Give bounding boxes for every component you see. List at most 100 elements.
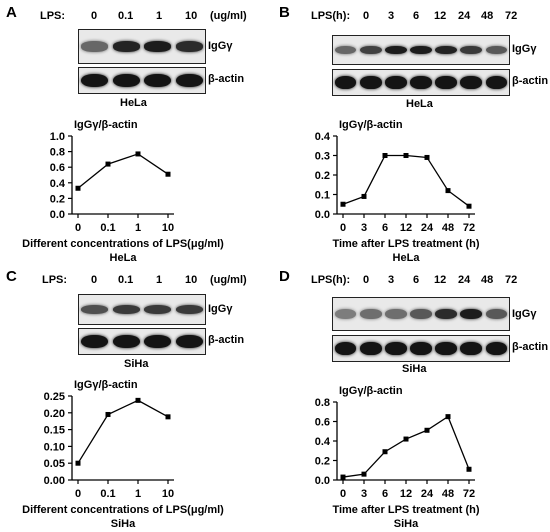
y-tick-label: 0.4	[315, 436, 331, 448]
lane-label: 1	[156, 10, 163, 22]
igg-band	[435, 308, 457, 320]
y-tick-label: 0.10	[44, 441, 65, 453]
x-tick-label: 0	[340, 488, 346, 500]
lane-label: 24	[458, 10, 471, 22]
y-tick-label: 0.00	[44, 475, 65, 487]
panel-a: A LPS: 0 0.1 1 10 (ug/ml) IgGγ β-actin H…	[0, 0, 275, 266]
data-point	[403, 153, 409, 158]
igg-band	[460, 308, 483, 320]
actin-band	[435, 75, 457, 90]
lane-title: LPS:	[42, 274, 68, 286]
panel-c: C LPS: 0 0.1 1 10 (ug/ml) IgGγ β-actin S…	[0, 266, 275, 532]
x-tick-label: 12	[400, 488, 412, 500]
igg-band	[485, 308, 508, 320]
actin-band	[485, 341, 508, 356]
y-tick-label: 0.2	[50, 193, 65, 205]
actin-label: β-actin	[208, 334, 245, 346]
lane-label: 10	[185, 274, 198, 286]
y-tick-label: 0.6	[315, 417, 330, 429]
cell-line-label: HeLa	[120, 97, 147, 109]
panel-b: B LPS(h): 0 3 6 12 24 48 72 IgGγ β-actin…	[275, 0, 550, 266]
actin-band	[410, 75, 432, 90]
igg-blot	[78, 29, 206, 64]
x-tick-label: 10	[162, 488, 174, 500]
actin-band	[81, 334, 109, 349]
igg-band	[112, 304, 140, 315]
igg-blot	[332, 297, 510, 331]
y-tick-label: 1.0	[50, 131, 65, 143]
x-axis-label: Different concentrations of LPS(μg/ml)	[22, 504, 224, 516]
x-tick-label: 12	[400, 222, 412, 234]
y-tick-label: 0.6	[50, 162, 65, 174]
igg-band	[175, 304, 203, 315]
x-tick-label: 0	[75, 488, 81, 500]
y-tick-label: 0.4	[315, 131, 331, 143]
x-tick-label: 1	[135, 488, 141, 500]
y-tick-label: 0.0	[315, 209, 330, 221]
chart-title: IgGγ/β-actin	[339, 385, 403, 397]
x-tick-label: 6	[382, 222, 388, 234]
data-point	[105, 161, 111, 167]
x-axis-label: Time after LPS treatment (h)	[332, 238, 479, 250]
actin-band	[175, 334, 203, 349]
actin-label: β-actin	[512, 75, 549, 87]
igg-band	[144, 304, 172, 315]
actin-band	[460, 75, 483, 90]
ratio-chart: IgGγ/β-actin 0.0 0.2 0.4 0.6 0.8 1.0 0 0.1 1 10 Dif…	[22, 119, 224, 264]
data-point	[75, 460, 81, 466]
chart-title: IgGγ/β-actin	[74, 379, 138, 391]
lane-label: 0.1	[118, 274, 134, 286]
x-tick-label: 72	[463, 222, 475, 234]
lane-label: 0	[91, 274, 98, 286]
panel-letter: C	[6, 268, 17, 285]
data-point	[340, 201, 346, 207]
lane-label: 12	[434, 274, 447, 286]
cell-line-label: SiHa	[124, 358, 149, 370]
actin-band	[359, 75, 382, 90]
x-tick-label: 3	[361, 488, 367, 500]
x-tick-label: 72	[463, 488, 475, 500]
igg-band	[144, 41, 172, 52]
ratio-chart: IgGγ/β-actin 0.00 0.05 0.10 0.15 0.20 0.25 0 0.1…	[22, 379, 224, 530]
x-tick-label: 48	[442, 488, 454, 500]
x-tick-label: 24	[421, 222, 434, 234]
data-point	[105, 411, 111, 417]
y-tick-label: 0.8	[50, 147, 65, 159]
cell-line-caption: SiHa	[111, 518, 136, 530]
actin-band	[334, 341, 357, 356]
y-tick-label: 0.20	[44, 408, 65, 420]
lane-label: 0	[91, 10, 98, 22]
data-point	[466, 203, 472, 209]
x-tick-label: 10	[162, 222, 174, 234]
igg-band	[385, 45, 407, 55]
cell-line-caption: HeLa	[110, 252, 138, 264]
unit-label: (ug/ml)	[210, 274, 247, 286]
data-point	[340, 474, 346, 480]
ratio-chart: IgGγ/β-actin 0.0 0.1 0.2 0.3 0.4 0 3 6 12 24 48 72 Ti…	[315, 119, 480, 264]
igg-band	[385, 308, 407, 320]
actin-band	[175, 73, 203, 88]
series-line	[77, 153, 169, 189]
y-tick-label: 0.8	[315, 397, 330, 409]
igg-band	[460, 45, 483, 55]
panel-d: D LPS(h): 0 3 6 12 24 48 72 IgGγ β-actin…	[275, 266, 550, 532]
actin-label: β-actin	[208, 73, 245, 85]
cell-line-label: SiHa	[402, 363, 427, 375]
x-tick-label: 48	[442, 222, 454, 234]
lane-label: 24	[458, 274, 471, 286]
igg-band	[175, 41, 203, 52]
lane-label: 48	[481, 274, 494, 286]
igg-band	[81, 41, 109, 52]
actin-band	[112, 73, 140, 88]
actin-band	[435, 341, 457, 356]
actin-blot	[78, 67, 206, 94]
x-tick-label: 0.1	[100, 488, 115, 500]
x-axis-label: Time after LPS treatment (h)	[332, 504, 479, 516]
actin-band	[485, 75, 508, 90]
x-tick-label: 0.1	[100, 222, 115, 234]
actin-label: β-actin	[512, 341, 549, 353]
lane-label: 0.1	[118, 10, 134, 22]
igg-blot	[332, 35, 510, 65]
actin-band	[144, 334, 172, 349]
x-tick-label: 24	[421, 488, 434, 500]
